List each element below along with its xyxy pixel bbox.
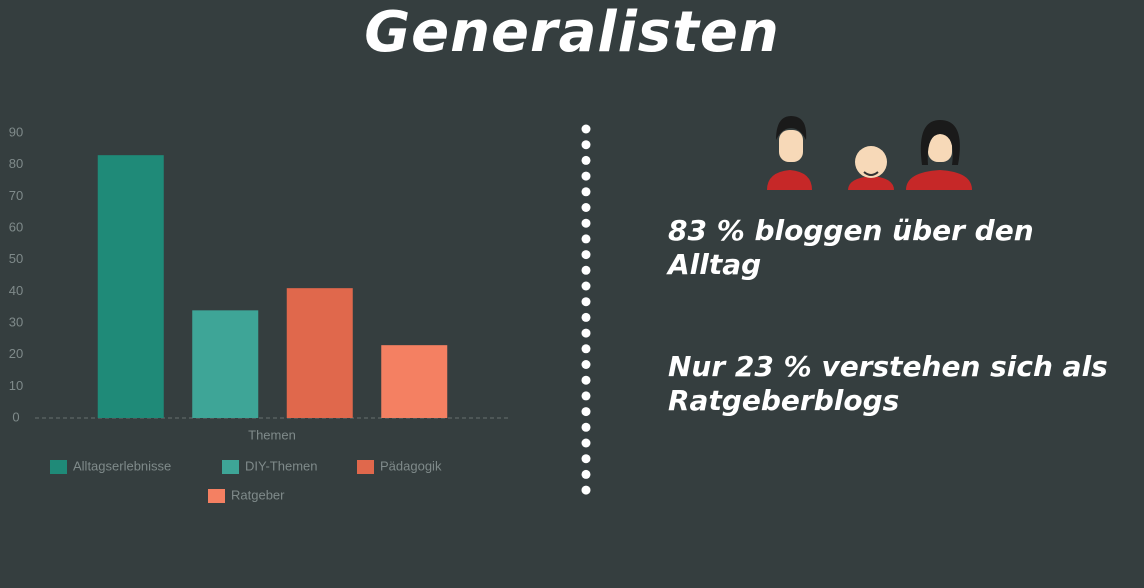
dot xyxy=(582,219,591,228)
dot xyxy=(582,282,591,291)
y-tick-label: 40 xyxy=(9,283,23,298)
dot xyxy=(582,313,591,322)
dot xyxy=(582,391,591,400)
bar xyxy=(287,288,353,418)
y-tick-label: 70 xyxy=(9,188,23,203)
dot xyxy=(582,454,591,463)
dot xyxy=(582,407,591,416)
y-tick-label: 80 xyxy=(9,156,23,171)
legend-label: DIY-Themen xyxy=(245,458,318,473)
x-axis-title: Themen xyxy=(248,427,296,442)
dot xyxy=(582,187,591,196)
chart: 0 10 20 30 40 50 60 70 80 90 Themen Alltagserlebnis… xyxy=(0,0,1144,588)
legend-label: Alltagserlebnisse xyxy=(73,458,171,473)
dot xyxy=(582,470,591,479)
family-icon xyxy=(767,116,972,190)
dot xyxy=(582,203,591,212)
y-tick-label: 20 xyxy=(9,346,23,361)
dot xyxy=(582,376,591,385)
dot xyxy=(582,329,591,338)
bar xyxy=(381,345,447,418)
y-tick-label: 60 xyxy=(9,219,23,234)
dot xyxy=(582,125,591,134)
dot xyxy=(582,297,591,306)
legend-swatch xyxy=(357,460,374,474)
bar xyxy=(98,155,164,418)
y-tick-label: 10 xyxy=(9,378,23,393)
legend-label: Pädagogik xyxy=(380,458,442,473)
dot xyxy=(582,423,591,432)
statement: Nur 23 % verstehen sich als Ratgeberblog… xyxy=(668,350,1108,418)
dot xyxy=(582,140,591,149)
dot xyxy=(582,250,591,259)
legend-label: Ratgeber xyxy=(231,487,285,502)
legend-swatch xyxy=(208,489,225,503)
dot xyxy=(582,439,591,448)
bar xyxy=(192,310,258,418)
y-tick-label: 0 xyxy=(12,409,19,424)
slide-title: Generalisten xyxy=(0,0,1144,65)
y-tick-label: 30 xyxy=(9,314,23,329)
dot xyxy=(582,156,591,165)
y-tick-label: 90 xyxy=(9,124,23,139)
statement: 83 % bloggen über den Alltag xyxy=(668,214,1108,282)
legend-swatch xyxy=(222,460,239,474)
dot xyxy=(582,172,591,181)
y-tick-label: 50 xyxy=(9,251,23,266)
dot xyxy=(582,266,591,275)
dot xyxy=(582,360,591,369)
legend-swatch xyxy=(50,460,67,474)
slide: 0 10 20 30 40 50 60 70 80 90 Themen Alltagserlebnis… xyxy=(0,0,1144,588)
dot xyxy=(582,234,591,243)
dot xyxy=(582,344,591,353)
divider xyxy=(582,125,591,495)
dot xyxy=(582,486,591,495)
